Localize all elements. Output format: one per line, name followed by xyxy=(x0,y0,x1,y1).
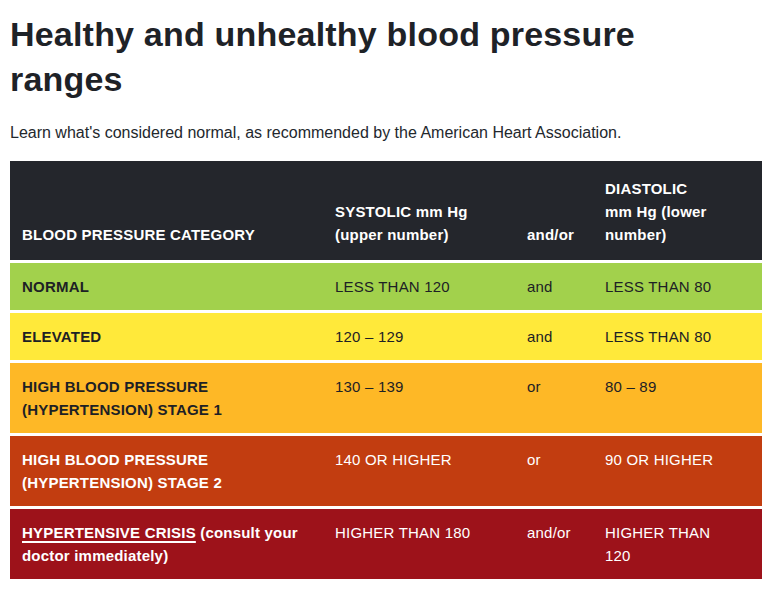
bp-row-stage-1: HIGH BLOOD PRESSURE (HYPERTENSION) STAGE… xyxy=(10,363,762,433)
header-systolic: SYSTOLIC mm Hg (upper number) xyxy=(323,184,515,260)
category-link-crisis[interactable]: HYPERTENSIVE CRISIS xyxy=(22,524,196,541)
diastolic-value: 90 OR HIGHER xyxy=(593,436,762,506)
bp-row-normal: NORMAL LESS THAN 120 and LESS THAN 80 xyxy=(10,263,762,310)
bp-table-body: NORMAL LESS THAN 120 and LESS THAN 80 EL… xyxy=(10,263,762,579)
category-label: HIGH BLOOD PRESSURE (HYPERTENSION) STAGE… xyxy=(22,378,222,418)
systolic-value: 120 – 129 xyxy=(323,313,515,360)
systolic-value: 130 – 139 xyxy=(323,363,515,433)
header-diastolic: DIASTOLIC mm Hg (lower number) xyxy=(593,161,762,260)
category-cell: HYPERTENSIVE CRISIS (consult your doctor… xyxy=(10,509,323,579)
connector-value: and xyxy=(515,313,593,360)
diastolic-value: HIGHER THAN 120 xyxy=(593,509,762,579)
category-cell: ELEVATED xyxy=(10,313,323,360)
category-cell: HIGH BLOOD PRESSURE (HYPERTENSION) STAGE… xyxy=(10,436,323,506)
diastolic-value: LESS THAN 80 xyxy=(593,263,762,310)
header-connector: and/or xyxy=(515,207,593,260)
connector-value: or xyxy=(515,363,593,433)
systolic-value: 140 OR HIGHER xyxy=(323,436,515,506)
category-label: ELEVATED xyxy=(22,328,101,345)
systolic-value: LESS THAN 120 xyxy=(323,263,515,310)
bp-row-stage-2: HIGH BLOOD PRESSURE (HYPERTENSION) STAGE… xyxy=(10,436,762,506)
bp-table: BLOOD PRESSURE CATEGORY SYSTOLIC mm Hg (… xyxy=(10,161,762,579)
category-cell: HIGH BLOOD PRESSURE (HYPERTENSION) STAGE… xyxy=(10,363,323,433)
connector-value: or xyxy=(515,436,593,506)
category-label: NORMAL xyxy=(22,278,89,295)
page-title: Healthy and unhealthy blood pressure ran… xyxy=(10,12,762,102)
connector-value: and xyxy=(515,263,593,310)
connector-value: and/or xyxy=(515,509,593,579)
systolic-value: HIGHER THAN 180 xyxy=(323,509,515,579)
page-title-line2: ranges xyxy=(10,57,762,102)
page-title-line1: Healthy and unhealthy blood pressure xyxy=(10,12,762,57)
category-label: HIGH BLOOD PRESSURE (HYPERTENSION) STAGE… xyxy=(22,451,222,491)
diastolic-value: LESS THAN 80 xyxy=(593,313,762,360)
page-subtitle: Learn what's considered normal, as recom… xyxy=(10,123,762,142)
header-category: BLOOD PRESSURE CATEGORY xyxy=(10,207,323,260)
bp-row-crisis: HYPERTENSIVE CRISIS (consult your doctor… xyxy=(10,509,762,579)
bp-table-header-row: BLOOD PRESSURE CATEGORY SYSTOLIC mm Hg (… xyxy=(10,161,762,260)
category-cell: NORMAL xyxy=(10,263,323,310)
bp-row-elevated: ELEVATED 120 – 129 and LESS THAN 80 xyxy=(10,313,762,360)
diastolic-value: 80 – 89 xyxy=(593,363,762,433)
